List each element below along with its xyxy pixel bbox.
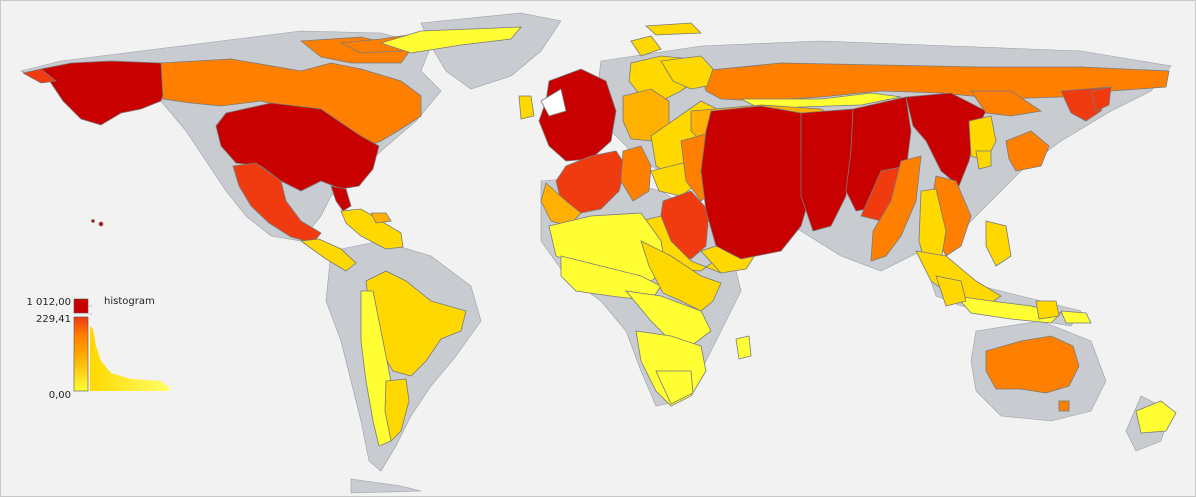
hawaii-region xyxy=(98,221,104,227)
japan-region xyxy=(1005,130,1050,172)
central-america-region xyxy=(299,238,357,272)
east-africa-region xyxy=(640,240,722,312)
ireland-region xyxy=(540,88,567,117)
legend-histogram-shape xyxy=(90,326,169,391)
indonesia-west xyxy=(935,275,967,307)
legend-color-top xyxy=(73,298,89,314)
legend-title: histogram xyxy=(104,296,155,307)
hawaii-region-2 xyxy=(91,219,95,223)
south-africa-yellow xyxy=(655,370,694,405)
malaysia-region xyxy=(1035,300,1060,320)
philippines-region xyxy=(985,220,1012,267)
tasmania-region xyxy=(1058,400,1070,412)
france-region xyxy=(555,150,627,214)
greenland-region xyxy=(379,26,522,54)
alaska-region xyxy=(40,60,167,126)
mexico-region xyxy=(232,162,322,244)
china-north-orange xyxy=(970,90,1043,117)
east-asia-region xyxy=(905,92,987,187)
base-antarctic-strip xyxy=(350,478,422,494)
florida-region xyxy=(330,185,352,212)
arctic-russia-islands xyxy=(630,35,662,57)
legend-break-label: 229,41 xyxy=(36,314,71,325)
new-zealand-region xyxy=(1135,400,1177,434)
alaska-tail xyxy=(21,68,57,84)
legend-min-label: 0,00 xyxy=(49,390,71,401)
madagascar-region xyxy=(735,335,752,360)
australia-region xyxy=(985,335,1080,394)
svalbard-region xyxy=(645,22,702,36)
legend-color-ramp xyxy=(73,316,89,392)
russia-northwest xyxy=(660,55,714,90)
italy-region xyxy=(620,145,652,202)
iceland-region xyxy=(518,95,535,120)
burma-region xyxy=(870,155,922,262)
argentina-region xyxy=(384,378,410,442)
caribbean-islands xyxy=(370,212,392,224)
legend: histogram 1 012,00 229,41 0,00 xyxy=(26,296,169,401)
taiwan-region xyxy=(975,150,992,170)
legend-max-label: 1 012,00 xyxy=(26,297,71,308)
kamchatka-region xyxy=(1090,86,1112,112)
central-africa-region xyxy=(625,290,712,347)
cartogram-regions xyxy=(21,22,1177,447)
indonesia-region xyxy=(954,295,1062,324)
png-region xyxy=(1060,310,1092,324)
caribbean-region xyxy=(340,208,404,250)
